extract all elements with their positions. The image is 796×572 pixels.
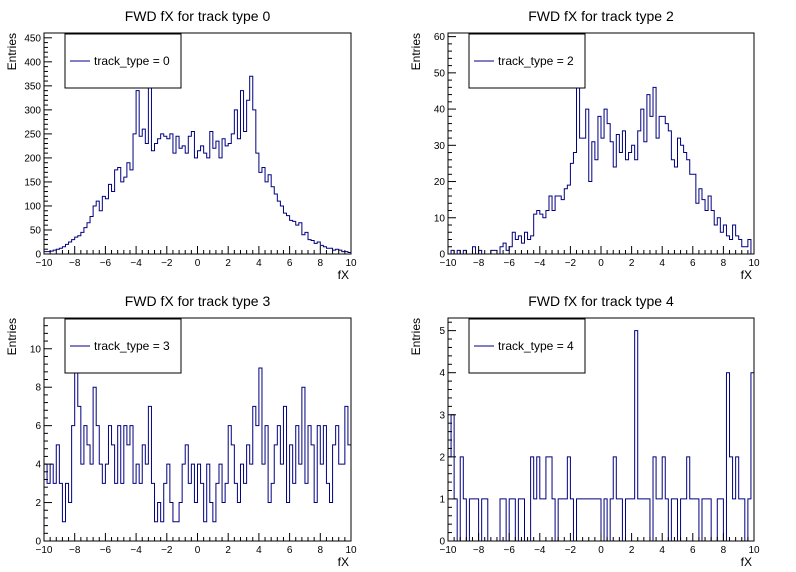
x-tick-label: −10 bbox=[36, 545, 53, 556]
x-tick-label: 6 bbox=[287, 258, 293, 269]
x-tick-label: −6 bbox=[100, 258, 112, 269]
histogram-pad-track-type-0: FWD fX for track type 0 fX Entries −10 −8… bbox=[5, 8, 357, 282]
y-tick-label: 5 bbox=[439, 326, 445, 337]
y-tick-label: 50 bbox=[30, 225, 42, 236]
y-tick-label: 100 bbox=[24, 201, 41, 212]
y-tick-label: 250 bbox=[24, 129, 41, 140]
x-tick-label: 8 bbox=[721, 545, 727, 556]
x-axis-label: fX bbox=[741, 268, 752, 282]
x-tick-label: −4 bbox=[130, 258, 142, 269]
y-tick-label: 4 bbox=[35, 460, 41, 471]
x-tick-label: −8 bbox=[473, 258, 485, 269]
x-tick-label: 0 bbox=[598, 258, 604, 269]
x-axis-label: fX bbox=[338, 268, 349, 282]
y-tick-label: 0 bbox=[439, 250, 445, 261]
y-tick-label: 6 bbox=[35, 421, 41, 432]
legend-label: track_type = 0 bbox=[94, 54, 170, 68]
y-tick-label: 450 bbox=[24, 33, 41, 44]
histogram-series bbox=[448, 79, 754, 255]
y-tick-label: 50 bbox=[434, 68, 446, 79]
x-tick-label: 6 bbox=[690, 258, 696, 269]
x-tick-label: −6 bbox=[100, 545, 112, 556]
x-tick-label: 6 bbox=[690, 545, 696, 556]
x-tick-label: −8 bbox=[473, 545, 485, 556]
y-tick-label: 10 bbox=[434, 213, 446, 224]
x-tick-label: −4 bbox=[534, 258, 546, 269]
x-tick-label: 10 bbox=[748, 258, 760, 269]
y-axis-label: Entries bbox=[409, 318, 423, 355]
x-tick-label: −2 bbox=[161, 258, 173, 269]
y-tick-label: 150 bbox=[24, 177, 41, 188]
x-tick-label: 2 bbox=[225, 258, 231, 269]
x-tick-label: 8 bbox=[318, 258, 324, 269]
x-tick-label: 2 bbox=[225, 545, 231, 556]
y-tick-label: 30 bbox=[434, 141, 446, 152]
x-axis-label: fX bbox=[338, 555, 349, 569]
y-tick-label: 8 bbox=[35, 383, 41, 394]
legend-label: track_type = 4 bbox=[498, 339, 574, 353]
y-tick-label: 2 bbox=[35, 498, 41, 509]
y-tick-label: 60 bbox=[434, 32, 446, 43]
x-tick-label: −2 bbox=[161, 545, 173, 556]
y-tick-label: 300 bbox=[24, 105, 41, 116]
x-tick-label: −8 bbox=[69, 258, 81, 269]
x-tick-label: −6 bbox=[503, 258, 515, 269]
legend-label: track_type = 3 bbox=[94, 339, 170, 353]
x-tick-label: −6 bbox=[503, 545, 515, 556]
chart-title: FWD fX for track type 3 bbox=[125, 293, 271, 309]
y-tick-label: 10 bbox=[30, 344, 42, 355]
x-tick-label: −10 bbox=[36, 258, 53, 269]
x-tick-label: 0 bbox=[598, 545, 604, 556]
x-tick-label: 0 bbox=[195, 258, 201, 269]
x-tick-label: 10 bbox=[345, 545, 357, 556]
chart-title: FWD fX for track type 4 bbox=[528, 293, 674, 309]
y-tick-label: 400 bbox=[24, 57, 41, 68]
x-tick-label: −2 bbox=[565, 258, 577, 269]
x-tick-label: 4 bbox=[256, 545, 262, 556]
y-axis-label: Entries bbox=[409, 33, 423, 70]
y-tick-label: 0 bbox=[35, 250, 41, 261]
x-tick-label: 10 bbox=[748, 545, 760, 556]
y-tick-label: 0 bbox=[35, 537, 41, 548]
histogram-pad-track-type-4: FWD fX for track type 4 fX Entries −10 −8… bbox=[409, 293, 760, 569]
x-tick-label: −4 bbox=[130, 545, 142, 556]
y-tick-label: 0 bbox=[439, 537, 445, 548]
y-tick-label: 1 bbox=[439, 494, 445, 505]
histogram-pad-track-type-3: FWD fX for track type 3 fX Entries −10 −8… bbox=[5, 293, 357, 569]
x-tick-label: 2 bbox=[629, 545, 635, 556]
x-tick-label: −2 bbox=[565, 545, 577, 556]
x-axis-label: fX bbox=[741, 555, 752, 569]
histogram-series bbox=[43, 367, 352, 541]
x-tick-label: 8 bbox=[721, 258, 727, 269]
y-axis-label: Entries bbox=[5, 33, 19, 70]
x-tick-label: −4 bbox=[534, 545, 546, 556]
y-tick-label: 20 bbox=[434, 177, 446, 188]
histogram-pad-track-type-2: FWD fX for track type 2 fX Entries −10 −8… bbox=[409, 8, 760, 282]
y-tick-label: 3 bbox=[439, 410, 445, 421]
x-tick-label: 8 bbox=[318, 545, 324, 556]
histogram-series bbox=[43, 75, 352, 254]
legend-label: track_type = 2 bbox=[498, 54, 574, 68]
x-tick-label: −10 bbox=[440, 258, 457, 269]
y-tick-label: 350 bbox=[24, 81, 41, 92]
y-tick-label: 200 bbox=[24, 153, 41, 164]
x-tick-label: 6 bbox=[287, 545, 293, 556]
y-tick-label: 2 bbox=[439, 452, 445, 463]
x-tick-label: 4 bbox=[659, 545, 665, 556]
chart-title: FWD fX for track type 2 bbox=[528, 8, 674, 24]
y-axis-label: Entries bbox=[5, 318, 19, 355]
x-tick-label: 2 bbox=[629, 258, 635, 269]
x-tick-label: 4 bbox=[256, 258, 262, 269]
x-tick-label: 0 bbox=[195, 545, 201, 556]
y-tick-label: 40 bbox=[434, 105, 446, 116]
y-tick-label: 4 bbox=[439, 368, 445, 379]
x-tick-label: 10 bbox=[345, 258, 357, 269]
x-tick-label: −8 bbox=[69, 545, 81, 556]
x-tick-label: 4 bbox=[659, 258, 665, 269]
x-tick-label: −10 bbox=[440, 545, 457, 556]
chart-title: FWD fX for track type 0 bbox=[125, 8, 271, 24]
